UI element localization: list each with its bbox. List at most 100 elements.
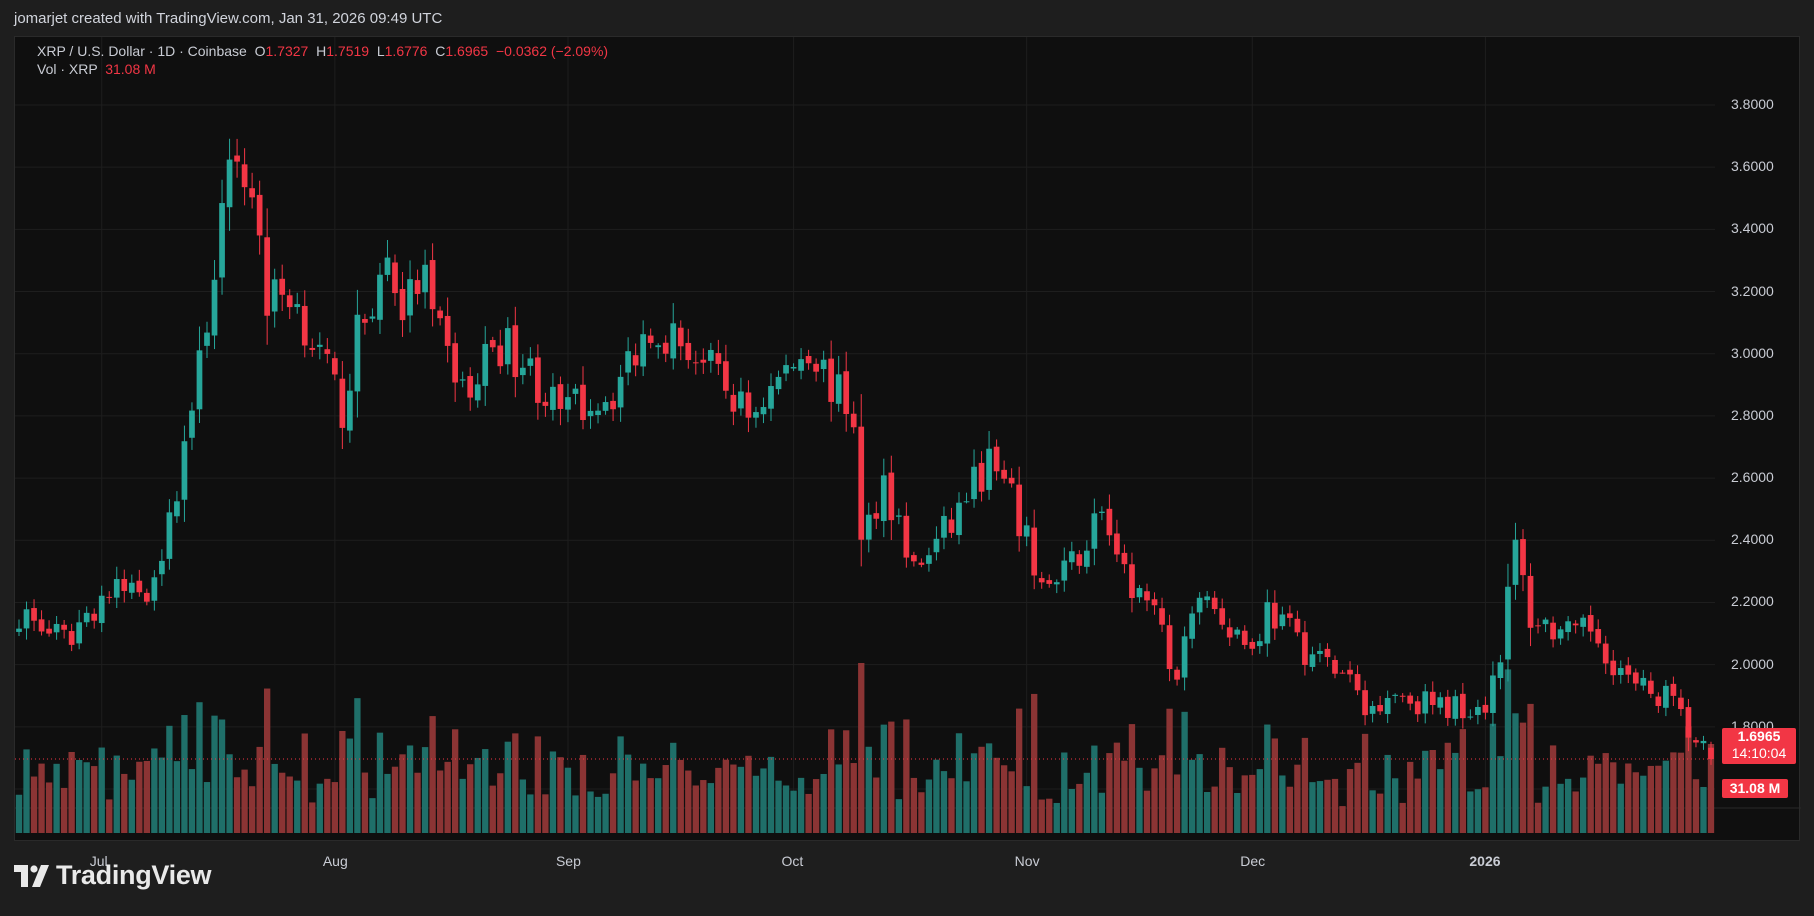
candle-body (602, 402, 609, 411)
candle-body (1008, 477, 1015, 484)
volume-bar (1324, 779, 1331, 833)
volume-bar (1482, 787, 1489, 833)
volume-bar (421, 747, 429, 833)
candle-body (271, 279, 278, 312)
volume-bar (23, 749, 30, 833)
tradingview-logo[interactable]: TradingView (14, 860, 212, 891)
volume-bar (1625, 763, 1632, 833)
candle-body (798, 359, 804, 371)
volume-bar (1204, 792, 1211, 833)
candle-body (519, 367, 526, 376)
candle-body (1016, 484, 1023, 537)
candle-body (1151, 599, 1158, 606)
volume-bar (1369, 790, 1376, 833)
candle-body (587, 410, 594, 417)
candle-body (677, 327, 684, 347)
last-price-badge: 1.6965 14:10:04 (1722, 728, 1796, 764)
candle-body (738, 391, 744, 409)
logo-text: TradingView (56, 860, 212, 890)
candle-body (647, 335, 654, 343)
symbol-label[interactable]: XRP / U.S. Dollar · 1D · Coinbase (37, 43, 247, 59)
candle-body (685, 342, 692, 361)
volume-bar (45, 782, 53, 833)
candle-body (1219, 608, 1226, 625)
volume-bar (955, 733, 963, 833)
price-tick-label: 3.8000 (1731, 96, 1774, 112)
volume-bar (1640, 775, 1647, 833)
volume-bar (128, 779, 135, 833)
volume-bar (30, 776, 38, 833)
candle-body (1678, 697, 1684, 710)
volume-bar (1121, 760, 1128, 833)
volume-bar (91, 766, 98, 833)
candlestick-chart[interactable] (15, 37, 1801, 842)
candle-body (978, 462, 985, 492)
time-tick-label: Oct (781, 853, 804, 869)
candle-body (23, 609, 30, 629)
price-tick-label: 3.2000 (1731, 282, 1774, 299)
candle-body (241, 164, 248, 188)
candle-body (617, 376, 624, 408)
candle-body (1429, 691, 1436, 706)
volume-bar (173, 761, 181, 833)
volume-bar (226, 754, 233, 833)
volume-bar (98, 747, 105, 833)
volume-bar (1534, 802, 1542, 833)
candle-body (1121, 552, 1128, 565)
candle-body (730, 394, 737, 412)
volume-bar (1459, 729, 1466, 833)
volume-bar (1113, 742, 1121, 833)
candle-body (760, 407, 767, 415)
candle-body (993, 446, 1000, 472)
candle-body (1685, 707, 1692, 738)
volume-bar (1226, 767, 1233, 833)
volume-bar (918, 792, 925, 833)
chart-container[interactable]: XRP / U.S. Dollar · 1D · Coinbase O1.732… (14, 36, 1801, 869)
volume-bar (301, 733, 308, 833)
volume-bar (1429, 750, 1436, 833)
volume-bar (963, 781, 970, 833)
candle-body (1159, 608, 1165, 625)
volume-bar (1452, 752, 1459, 833)
volume-bar (1083, 772, 1090, 833)
candle-body (1181, 636, 1188, 678)
volume-bar (790, 790, 797, 833)
volume-label[interactable]: Vol · XRP (37, 61, 98, 77)
volume-bar (324, 778, 331, 833)
candle-body (91, 613, 98, 621)
candle-body (1663, 685, 1669, 708)
bar-countdown: 14:10:04 (1731, 745, 1787, 761)
candle-body (850, 413, 857, 428)
volume-bar (429, 716, 436, 833)
volume-bar (1617, 783, 1624, 833)
candle-body (339, 378, 346, 428)
candle-body (1106, 508, 1113, 536)
candle-body (753, 412, 759, 418)
candle-body (775, 376, 782, 390)
volume-bar (1489, 723, 1497, 833)
volume-bar (828, 729, 835, 833)
candle-body (768, 386, 774, 409)
volume-bar (158, 757, 166, 833)
candle-body (888, 472, 895, 521)
candle-body (1264, 602, 1271, 644)
candle-body (707, 349, 714, 361)
price-tick-label: 2.2000 (1731, 593, 1774, 610)
volume-bar (38, 763, 45, 833)
candle-body (1602, 643, 1609, 664)
candle-body (1527, 575, 1534, 628)
candle-body (384, 257, 391, 275)
candle-body (1031, 527, 1038, 576)
volume-bar (1286, 786, 1294, 833)
last-price-value: 1.6965 (1737, 728, 1781, 744)
time-tick-label: Nov (1014, 853, 1040, 869)
candle-body (880, 475, 887, 522)
volume-bar (512, 733, 519, 833)
volume-bar (1053, 802, 1060, 833)
candle-body (1294, 618, 1301, 633)
candle-body (512, 325, 519, 378)
volume-bar (1685, 726, 1692, 833)
volume-bar (399, 754, 406, 833)
candle-body (181, 441, 188, 500)
candle-body (572, 388, 579, 394)
